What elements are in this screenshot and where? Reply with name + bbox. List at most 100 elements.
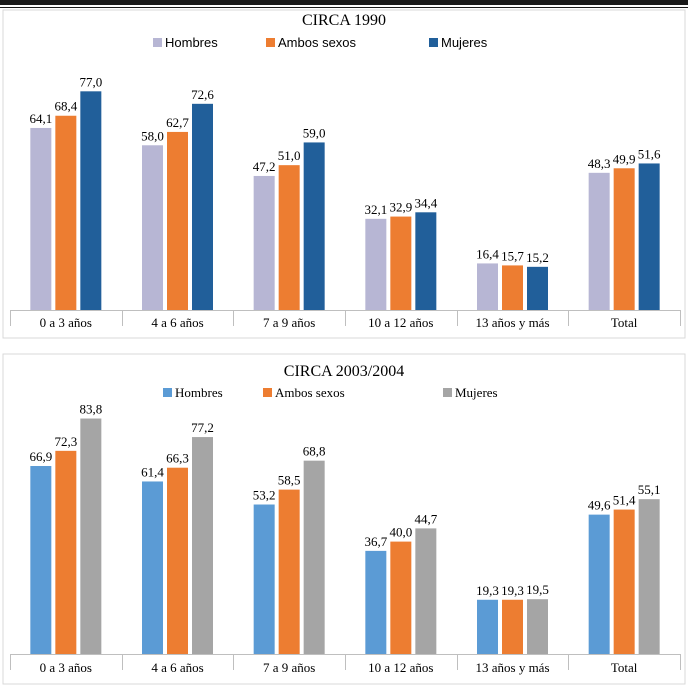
bar-value-label: 51,0 bbox=[278, 148, 301, 163]
bar-value-label: 68,4 bbox=[54, 99, 77, 114]
bar-value-label: 16,4 bbox=[476, 246, 499, 261]
bar bbox=[477, 263, 498, 310]
bar bbox=[415, 212, 437, 310]
bar bbox=[415, 528, 437, 654]
bar-value-label: 15,2 bbox=[526, 250, 549, 265]
bar-value-label: 48,3 bbox=[588, 156, 611, 171]
legend-item: Hombres bbox=[163, 385, 223, 400]
category-label: Total bbox=[611, 315, 638, 330]
legend-item: Mujeres bbox=[429, 35, 488, 50]
legend-label: Ambos sexos bbox=[275, 385, 345, 400]
bar bbox=[142, 481, 163, 654]
bar-value-label: 53,2 bbox=[253, 488, 276, 503]
bar-value-label: 64,1 bbox=[29, 111, 52, 126]
bar bbox=[303, 460, 325, 654]
legend-swatch bbox=[443, 388, 452, 397]
bar-value-label: 62,7 bbox=[166, 115, 189, 130]
category-label: Total bbox=[611, 660, 638, 675]
top-rule-thin bbox=[0, 7, 688, 8]
chart-frame bbox=[2, 9, 686, 339]
bar bbox=[278, 489, 300, 654]
bar-value-label: 40,0 bbox=[389, 525, 412, 540]
bar bbox=[80, 418, 102, 654]
bar bbox=[527, 599, 548, 654]
bar bbox=[588, 172, 610, 310]
legend-label: Hombres bbox=[165, 35, 218, 50]
legend-label: Hombres bbox=[175, 385, 223, 400]
bar bbox=[638, 163, 660, 310]
category-label: 0 a 3 años bbox=[40, 660, 92, 675]
bar-value-label: 58,0 bbox=[141, 128, 164, 143]
chart-title: CIRCA 1990 bbox=[302, 12, 386, 29]
bar-value-label: 77,2 bbox=[191, 420, 214, 435]
bar-value-label: 77,0 bbox=[79, 74, 102, 89]
bar bbox=[167, 467, 188, 654]
legend-label: Mujeres bbox=[455, 385, 498, 400]
bar bbox=[80, 91, 102, 310]
bar bbox=[502, 265, 523, 310]
legend-swatch bbox=[163, 388, 172, 397]
bar-value-label: 32,9 bbox=[389, 200, 412, 215]
bar bbox=[253, 504, 275, 654]
bar-value-label: 55,1 bbox=[638, 482, 661, 497]
category-label: 10 a 12 años bbox=[368, 315, 433, 330]
legend-item: Hombres bbox=[153, 35, 218, 50]
bar-value-label: 36,7 bbox=[364, 534, 387, 549]
bar-value-label: 15,7 bbox=[501, 248, 524, 263]
bar bbox=[253, 175, 275, 310]
bar-value-label: 59,0 bbox=[303, 125, 326, 140]
category-label: 7 a 9 años bbox=[263, 315, 315, 330]
legend-label: Ambos sexos bbox=[278, 35, 357, 50]
category-label: 10 a 12 años bbox=[368, 660, 433, 675]
chart-frame bbox=[2, 353, 686, 685]
chart-panel-2: CIRCA 2003/2004 Hombres Ambos sexos Mujeres… bbox=[2, 353, 686, 685]
chart-title: CIRCA 2003/2004 bbox=[284, 363, 404, 380]
bar-value-label: 61,4 bbox=[141, 464, 164, 479]
bar bbox=[527, 266, 548, 310]
bar bbox=[638, 499, 660, 654]
bar-value-label: 19,5 bbox=[526, 582, 549, 597]
category-label: 13 años y más bbox=[475, 315, 549, 330]
category-label: 4 a 6 años bbox=[151, 660, 203, 675]
bar-value-label: 83,8 bbox=[79, 402, 102, 417]
bar-value-label: 72,3 bbox=[54, 434, 77, 449]
bar-value-label: 72,6 bbox=[191, 87, 214, 102]
category-label: 4 a 6 años bbox=[151, 315, 203, 330]
bar bbox=[365, 218, 387, 310]
bar-value-label: 44,7 bbox=[414, 511, 437, 526]
legend-swatch bbox=[153, 38, 162, 47]
legend-swatch bbox=[266, 38, 275, 47]
bar bbox=[30, 466, 52, 654]
bar-value-label: 51,4 bbox=[613, 493, 636, 508]
bar bbox=[502, 599, 523, 654]
bar bbox=[30, 127, 52, 311]
bar-value-label: 68,8 bbox=[303, 444, 326, 459]
bar bbox=[613, 509, 635, 654]
legend-item: Ambos sexos bbox=[263, 385, 345, 400]
top-rule-thick bbox=[0, 0, 688, 5]
bar-value-label: 66,3 bbox=[166, 451, 189, 466]
bar bbox=[142, 145, 163, 310]
bar-value-label: 66,9 bbox=[29, 449, 52, 464]
bar bbox=[303, 142, 325, 310]
bar-value-label: 19,3 bbox=[501, 583, 524, 598]
legend-label: Mujeres bbox=[441, 35, 488, 50]
category-label: 7 a 9 años bbox=[263, 660, 315, 675]
bar-value-label: 49,9 bbox=[613, 151, 636, 166]
category-label: 13 años y más bbox=[475, 660, 549, 675]
bar bbox=[167, 131, 188, 310]
category-label: 0 a 3 años bbox=[40, 315, 92, 330]
bar-value-label: 47,2 bbox=[253, 159, 276, 174]
bar bbox=[390, 216, 412, 310]
bar bbox=[613, 168, 635, 310]
bar-value-label: 19,3 bbox=[476, 583, 499, 598]
bar bbox=[278, 165, 300, 310]
bar-value-label: 58,5 bbox=[278, 473, 301, 488]
bar-value-label: 51,6 bbox=[638, 146, 661, 161]
bar bbox=[365, 550, 387, 654]
bar bbox=[477, 599, 498, 654]
bar bbox=[192, 103, 213, 310]
bar-value-label: 32,1 bbox=[364, 202, 387, 217]
